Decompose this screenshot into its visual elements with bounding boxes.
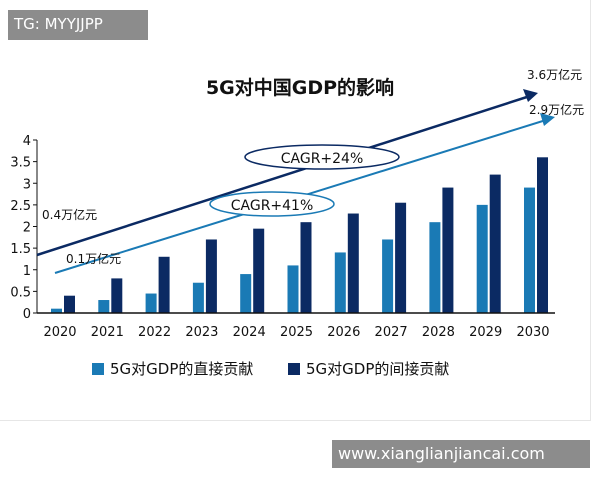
- y-tick-label: 2: [23, 221, 31, 236]
- bar-direct-2020: [51, 308, 62, 313]
- x-tick-label: 2021: [91, 325, 124, 340]
- x-tick-label: 2022: [138, 325, 171, 340]
- direct-start-label: 0.1万亿元: [66, 251, 121, 266]
- legend-swatch-indirect: [288, 362, 300, 375]
- bar-indirect-2024: [253, 228, 265, 313]
- bar-direct-2026: [334, 252, 346, 313]
- x-tick-label: 2028: [422, 325, 455, 340]
- watermark-top: TG: MYYJJPP: [8, 10, 148, 40]
- bar-direct-2029: [476, 204, 488, 313]
- y-tick-label: 3: [23, 177, 31, 192]
- y-tick-label: 2.5: [10, 199, 31, 214]
- direct-arrowhead: [540, 113, 555, 126]
- bar-direct-2027: [382, 239, 394, 313]
- x-tick-label: 2023: [185, 325, 218, 340]
- chart-title: 5G对中国GDP的影响: [206, 76, 394, 99]
- x-tick-label: 2029: [469, 325, 502, 340]
- x-tick-label: 2030: [516, 325, 549, 340]
- bar-indirect-2026: [347, 213, 359, 313]
- bar-indirect-2023: [205, 239, 217, 313]
- y-tick-label: 1: [23, 264, 31, 279]
- cagr-direct-label: CAGR+41%: [231, 198, 314, 214]
- bar-indirect-2029: [489, 174, 501, 313]
- legend-swatch-direct: [92, 362, 104, 375]
- x-tick-label: 2020: [43, 325, 76, 340]
- x-tick-label: 2025: [280, 325, 313, 340]
- legend-label-indirect: 5G对GDP的间接贡献: [306, 360, 450, 378]
- bar-indirect-2027: [395, 202, 407, 313]
- x-tick-label: 2024: [233, 325, 266, 340]
- bar-indirect-2021: [111, 278, 123, 313]
- y-tick-label: 4: [23, 134, 31, 149]
- bar-indirect-2025: [300, 222, 312, 313]
- y-tick-label: 3.5: [10, 156, 31, 171]
- chart-frame: [0, 0, 591, 421]
- bar-indirect-2030: [537, 157, 548, 313]
- legend-item-indirect: 5G对GDP的间接贡献: [288, 358, 449, 379]
- bar-indirect-2020: [64, 295, 75, 313]
- cagr-indirect-ellipse: [244, 144, 400, 170]
- indirect-end-label: 3.6万亿元: [527, 67, 582, 82]
- cagr-indirect-label: CAGR+24%: [281, 151, 364, 167]
- bar-direct-2023: [192, 282, 204, 313]
- bar-direct-2028: [429, 222, 441, 313]
- bar-indirect-2028: [442, 187, 454, 313]
- cagr-direct-ellipse: [209, 191, 335, 217]
- legend-label-direct: 5G对GDP的直接贡献: [110, 360, 254, 378]
- indirect-start-label: 0.4万亿元: [42, 207, 97, 222]
- watermark-bottom: www.xianglianjiancai.com: [332, 440, 590, 468]
- bar-indirect-2022: [158, 256, 170, 313]
- y-tick-label: 0: [23, 307, 31, 322]
- indirect-trend-arrow: [36, 94, 531, 257]
- x-tick-label: 2026: [327, 325, 360, 340]
- bar-direct-2022: [145, 293, 157, 313]
- x-tick-label: 2027: [375, 325, 408, 340]
- bar-direct-2024: [240, 274, 252, 313]
- bar-direct-2030: [524, 187, 535, 313]
- y-tick-label: 0.5: [10, 285, 31, 300]
- bar-direct-2025: [287, 265, 299, 313]
- direct-end-label: 2.9万亿元: [529, 102, 584, 117]
- legend-item-direct: 5G对GDP的直接贡献: [92, 358, 253, 379]
- bar-direct-2021: [98, 300, 110, 313]
- indirect-arrowhead: [523, 89, 538, 102]
- y-tick-label: 1.5: [10, 242, 31, 257]
